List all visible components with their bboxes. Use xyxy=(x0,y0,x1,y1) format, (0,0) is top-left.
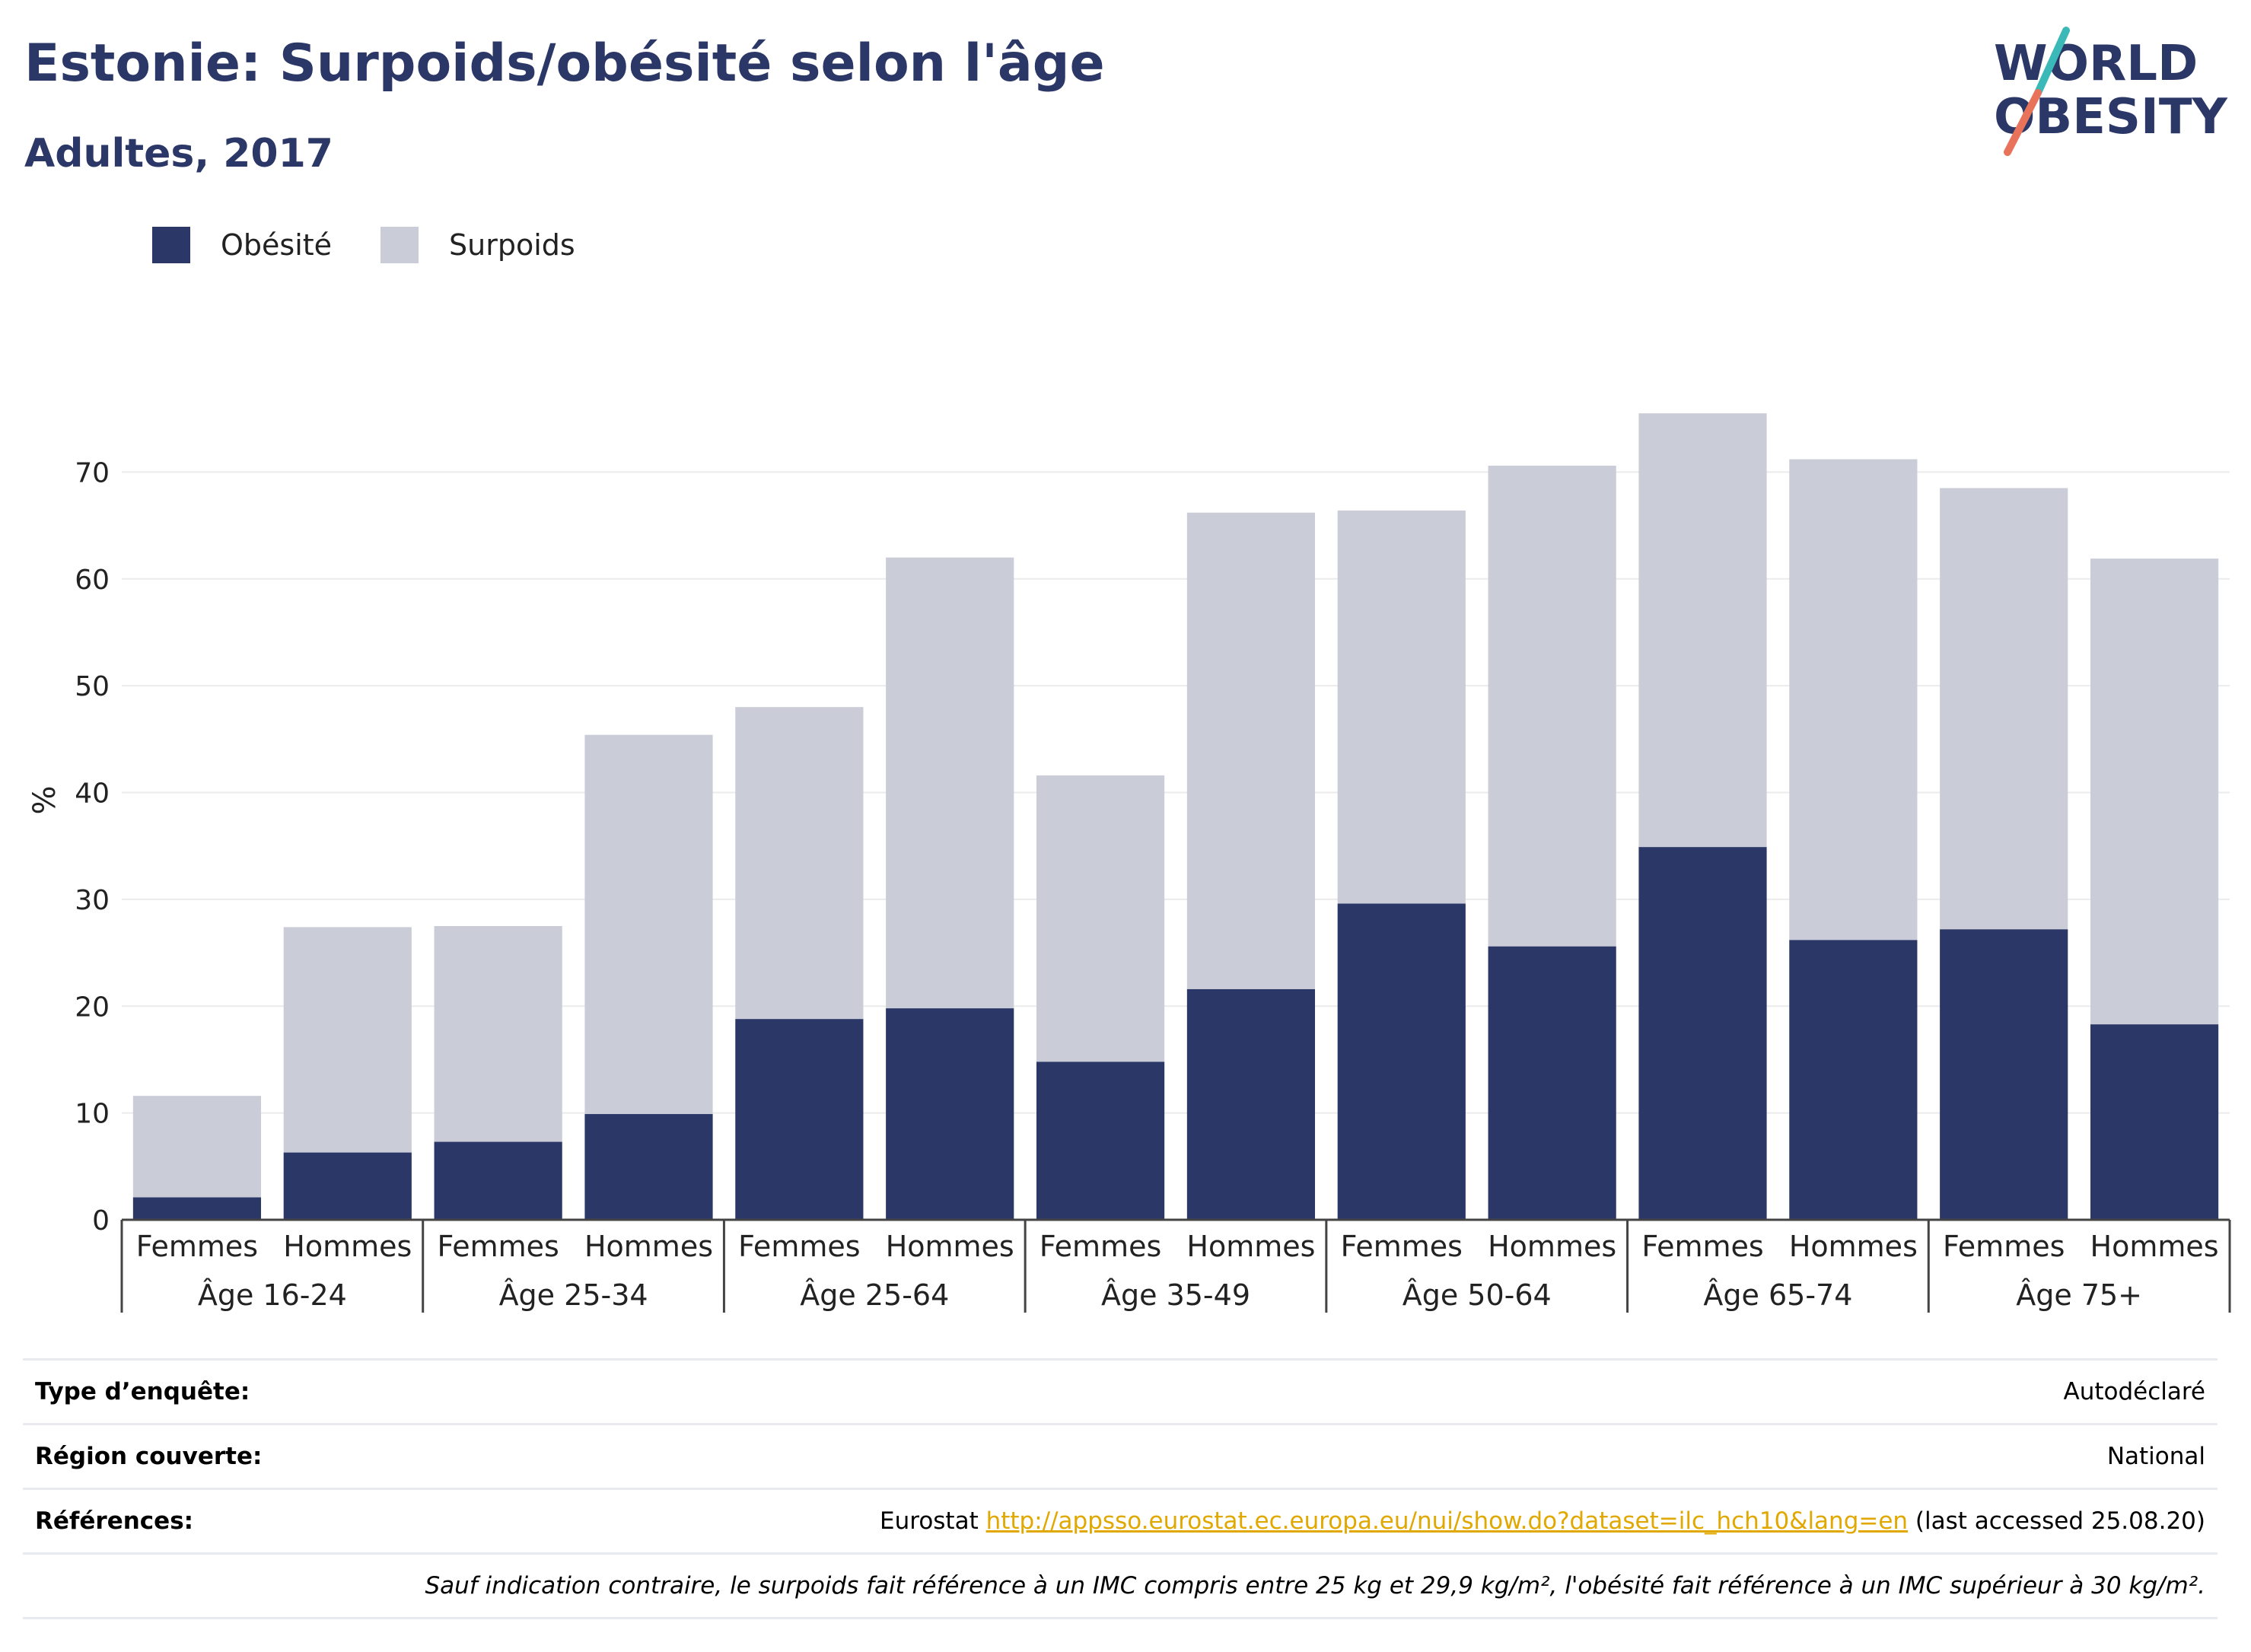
group-label: Âge 75+ xyxy=(2016,1278,2142,1312)
info-row-references: Références: Eurostat http://appsso.euros… xyxy=(23,1488,2218,1552)
references-suffix: (last accessed 25.08.20) xyxy=(1908,1507,2205,1535)
legend-item-surpoids[interactable]: Surpoids xyxy=(380,227,575,263)
group-label: Âge 35-49 xyxy=(1101,1278,1250,1312)
references-value: Eurostat http://appsso.eurostat.ec.europ… xyxy=(880,1507,2205,1535)
group-label: Âge 25-64 xyxy=(800,1278,949,1312)
bar-surpoids xyxy=(132,1096,262,1198)
y-tick-label: 20 xyxy=(75,992,110,1023)
legend-swatch-surpoids xyxy=(380,227,419,263)
bar-obesite xyxy=(1789,940,1918,1220)
world-obesity-logo: WORLD OBESITY xyxy=(1994,27,2227,156)
chart-title: Estonie: Surpoids/obésité selon l'âge xyxy=(24,33,1105,94)
x-tick-label: Femmes xyxy=(437,1230,559,1263)
bar-obesite xyxy=(434,1141,562,1220)
group-label: Âge 25-34 xyxy=(499,1278,648,1312)
logo-slash-coral xyxy=(2004,89,2042,156)
x-tick-label: Hommes xyxy=(1488,1230,1616,1263)
references-link[interactable]: http://appsso.eurostat.ec.europa.eu/nui/… xyxy=(985,1507,1909,1535)
x-tick-label: Hommes xyxy=(2090,1230,2219,1263)
x-tick-label: Femmes xyxy=(1943,1230,2065,1263)
x-tick-label: Femmes xyxy=(1641,1230,1763,1263)
bar-obesite xyxy=(283,1152,412,1220)
x-tick-label: Femmes xyxy=(136,1230,258,1263)
chart-legend: Obésité Surpoids xyxy=(152,227,624,263)
bar-surpoids xyxy=(1789,459,1918,941)
y-tick-label: 60 xyxy=(75,565,110,596)
logo-slash-teal xyxy=(2034,27,2070,97)
bar-surpoids xyxy=(434,925,562,1142)
bar-obesite xyxy=(1036,1062,1165,1220)
y-tick-label: 50 xyxy=(75,671,110,702)
region-value: National xyxy=(2106,1443,2205,1470)
group-label: Âge 65-74 xyxy=(1703,1278,1852,1312)
y-tick-label: 30 xyxy=(75,885,110,916)
y-tick-label: 0 xyxy=(92,1205,110,1237)
bmi-note: Sauf indication contraire, le surpoids f… xyxy=(425,1572,2205,1599)
references-label: Références: xyxy=(35,1507,194,1535)
survey-value: Autodéclaré xyxy=(2063,1378,2205,1405)
info-table: Type d’enquête: Autodéclaré Région couve… xyxy=(23,1358,2218,1619)
x-tick-label: Hommes xyxy=(1789,1230,1918,1263)
bar-obesite xyxy=(1488,946,1616,1220)
x-tick-label: Femmes xyxy=(1341,1230,1463,1263)
survey-label: Type d’enquête: xyxy=(35,1378,250,1405)
bar-obesite xyxy=(1638,847,1767,1220)
references-prefix: Eurostat xyxy=(880,1507,986,1535)
bar-obesite xyxy=(132,1197,262,1220)
x-tick-label: Femmes xyxy=(738,1230,860,1263)
legend-swatch-obesite xyxy=(152,227,190,263)
region-label: Région couverte: xyxy=(35,1443,263,1470)
bar-surpoids xyxy=(1940,488,2068,930)
info-row-note: Sauf indication contraire, le surpoids f… xyxy=(23,1552,2218,1619)
bar-surpoids xyxy=(1488,465,1616,947)
info-row-region: Région couverte: National xyxy=(23,1423,2218,1488)
x-tick-label: Hommes xyxy=(283,1230,412,1263)
x-tick-label: Femmes xyxy=(1040,1230,1161,1263)
bar-surpoids xyxy=(1186,512,1316,989)
stacked-bar-chart: 0 10 20 30 40 50 60 70% Femmes Hommes Femmes Hommes… xyxy=(27,413,2231,1313)
legend-label-obesite: Obésité xyxy=(221,228,333,262)
group-label: Âge 16-24 xyxy=(198,1278,347,1312)
bar-surpoids xyxy=(1638,413,1767,848)
bar-obesite xyxy=(1186,988,1316,1220)
info-row-survey: Type d’enquête: Autodéclaré xyxy=(23,1358,2218,1423)
bar-obesite xyxy=(584,1114,713,1220)
x-tick-label: Hommes xyxy=(886,1230,1014,1263)
x-tick-label: Hommes xyxy=(584,1230,713,1263)
bar-obesite xyxy=(2090,1024,2219,1220)
chart-subtitle: Adultes, 2017 xyxy=(24,131,333,177)
x-tick-label: Hommes xyxy=(1186,1230,1315,1263)
bar-surpoids xyxy=(584,734,713,1115)
legend-item-obesite[interactable]: Obésité xyxy=(152,227,332,263)
bar-surpoids xyxy=(1036,775,1165,1062)
bar-surpoids xyxy=(283,927,412,1153)
y-tick-label: 70 xyxy=(75,457,110,489)
logo-line1: WORLD xyxy=(1994,36,2198,92)
bar-obesite xyxy=(735,1019,864,1220)
legend-label-surpoids: Surpoids xyxy=(449,228,575,262)
bar-surpoids xyxy=(2090,559,2219,1025)
y-tick-label: 10 xyxy=(75,1099,110,1130)
bar-surpoids xyxy=(735,707,864,1020)
bar-surpoids xyxy=(1337,510,1466,904)
bar-obesite xyxy=(1940,929,2068,1220)
bar-obesite xyxy=(886,1008,1014,1220)
group-label: Âge 50-64 xyxy=(1402,1278,1552,1312)
bar-surpoids xyxy=(886,557,1014,1009)
y-axis-label: % xyxy=(27,785,62,814)
y-tick-label: 40 xyxy=(75,778,110,810)
bar-obesite xyxy=(1337,903,1466,1220)
